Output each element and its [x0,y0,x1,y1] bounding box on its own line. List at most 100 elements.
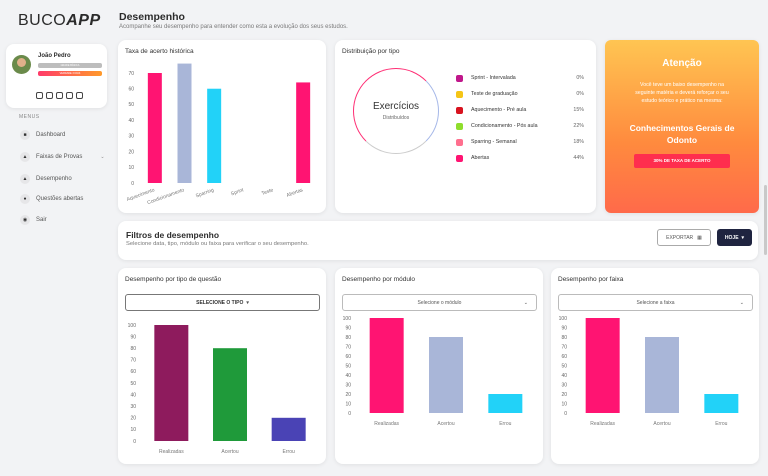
band-select[interactable]: Selecione a faixa ⌄ [558,294,753,311]
y-tick-label: 30 [345,382,351,388]
legend-label: Abertas [471,155,490,161]
filters-subtitle: Selecione data, tipo, módulo ou faixa pa… [126,241,309,247]
type-select[interactable]: SELECIONE O TIPO ▾ [125,294,320,311]
y-tick-label: 30 [130,404,136,410]
plan-badge: GRADE BÁSICA [38,63,102,68]
attention-text: Você teve um baixo desempenho na seguint… [635,82,729,104]
by-module-card: Desempenho por módulo Selecione o módulo… [335,268,543,464]
menus-label: MENUS [19,114,40,120]
bar-acertou [213,348,247,441]
sidebar-item-questions[interactable]: ● Questões abertas [20,194,83,204]
by-type-title: Desempenho por tipo de questão [125,276,222,283]
export-button[interactable]: EXPORTAR ▦ [657,229,711,246]
legend-label: Teste de graduação [471,91,518,97]
period-label: HOJE [724,234,739,241]
x-tick-label: Errou [499,421,511,427]
type-select-value: SELECIONE O TIPO [196,299,244,306]
legend-percent: 0% [576,91,584,97]
y-tick-label: 20 [345,392,351,398]
medal-icon [46,92,53,99]
avatar[interactable] [12,55,31,74]
legend-swatch [456,122,463,130]
module-select[interactable]: Selecione o módulo ⌄ [342,294,537,311]
legend-percent: 0% [576,75,584,81]
y-tick-label: 80 [561,335,567,341]
chart-icon: ▲ [20,174,30,184]
x-tick-label: Sparring [195,187,215,199]
bar-abertas [296,82,311,183]
page-scrollbar[interactable] [764,185,767,255]
distribution-card: Distribuição por tipo Exercícios Distrib… [335,40,596,213]
sidebar-item-logout[interactable]: ◉ Sair [20,215,47,225]
y-tick-label: 10 [561,401,567,407]
y-tick-label: 90 [561,325,567,331]
legend-label: Sprint - Intervalada [471,75,516,81]
donut-center-sub: Distribuídos [382,115,410,121]
bar-sparring [207,88,222,183]
calendar-icon: ▦ [697,234,702,241]
bar-acertou [645,337,679,413]
y-tick-label: 100 [559,316,568,322]
streak-badge: VERDADE 3 DIAS [38,71,102,76]
sidebar-item-performance[interactable]: ▲ Desempenho [20,174,72,184]
by-band-chart: 0 10 20 30 40 50 60 70 80 90 100 Realizadas Acertou E… [559,316,739,427]
y-tick-label: 40 [345,373,351,379]
bar-acertou [429,337,463,413]
bar-realizadas [154,325,189,441]
by-band-title: Desempenho por faixa [558,276,624,283]
app-logo[interactable]: BUCOAPP [18,12,101,29]
profile-card: João Pedro GRADE BÁSICA VERDADE 3 DIAS [6,44,107,108]
legend-swatch [456,138,463,146]
bar-errou [704,394,739,413]
y-tick-label: 100 [343,316,352,322]
y-tick-label: 0 [133,439,136,445]
y-tick-label: 10 [345,401,351,407]
y-tick-label: 0 [564,411,567,417]
legend-label: Aquecimento - Pré aula [471,107,527,113]
donut-center-label: Exercícios [372,101,420,112]
y-tick-label: 40 [561,373,567,379]
bar-realizadas [369,318,404,413]
y-tick-label: 70 [561,344,567,350]
exams-icon: ▲ [20,152,30,162]
y-tick-label: 40 [130,392,136,398]
band-select-value: Selecione a faixa [636,299,675,306]
export-label: EXPORTAR [666,234,694,241]
trophy-icon [66,92,73,99]
y-tick-label: 60 [561,354,567,360]
logout-icon: ◉ [20,215,30,225]
period-button[interactable]: HOJE ▾ [717,229,752,246]
sidebar-item-exams[interactable]: ▲ Faixas de Provas ⌄ [20,152,105,162]
legend-swatch [456,74,463,82]
y-tick-label: 80 [130,346,136,352]
legend-percent: 22% [573,123,584,129]
legend-swatch [456,154,463,162]
x-tick-label: Acertou [653,421,670,427]
profile-name: João Pedro [38,53,71,59]
x-tick-label: Realizadas [374,421,399,427]
y-tick-label: 50 [128,102,134,108]
y-tick-label: 70 [128,71,134,77]
x-tick-label: Abertas [286,187,305,199]
accuracy-button[interactable]: 30% DE TAXA DE ACERTO [634,154,730,168]
legend-percent: 18% [573,139,584,145]
chevron-down-icon: ⌄ [739,300,744,306]
distribution-legend: Sprint - Intervalada 0% Teste de graduação… [456,70,584,166]
sidebar-item-dashboard[interactable]: ■ Dashboard [20,130,65,140]
historic-chart-title: Taxa de acerto histórica [125,48,194,55]
x-tick-label: Errou [715,421,727,427]
y-tick-label: 100 [128,323,137,329]
legend-item: Teste de graduação 0% [456,86,584,102]
medal-icon [76,92,83,99]
page-title: Desempenho [119,11,185,23]
by-module-chart: 0 10 20 30 40 50 60 70 80 90 100 Realizadas Acertou E… [343,316,523,427]
y-tick-label: 10 [128,165,134,171]
sidebar-item-label: Dashboard [36,132,66,138]
legend-item: Abertas 44% [456,150,584,166]
page-subtitle: Acompanhe seu desempenho para entender c… [119,24,348,30]
x-tick-label: Sprint [230,187,245,197]
y-tick-label: 80 [345,335,351,341]
trophy-icon [36,92,43,99]
y-tick-label: 20 [561,392,567,398]
y-tick-label: 60 [130,369,136,375]
